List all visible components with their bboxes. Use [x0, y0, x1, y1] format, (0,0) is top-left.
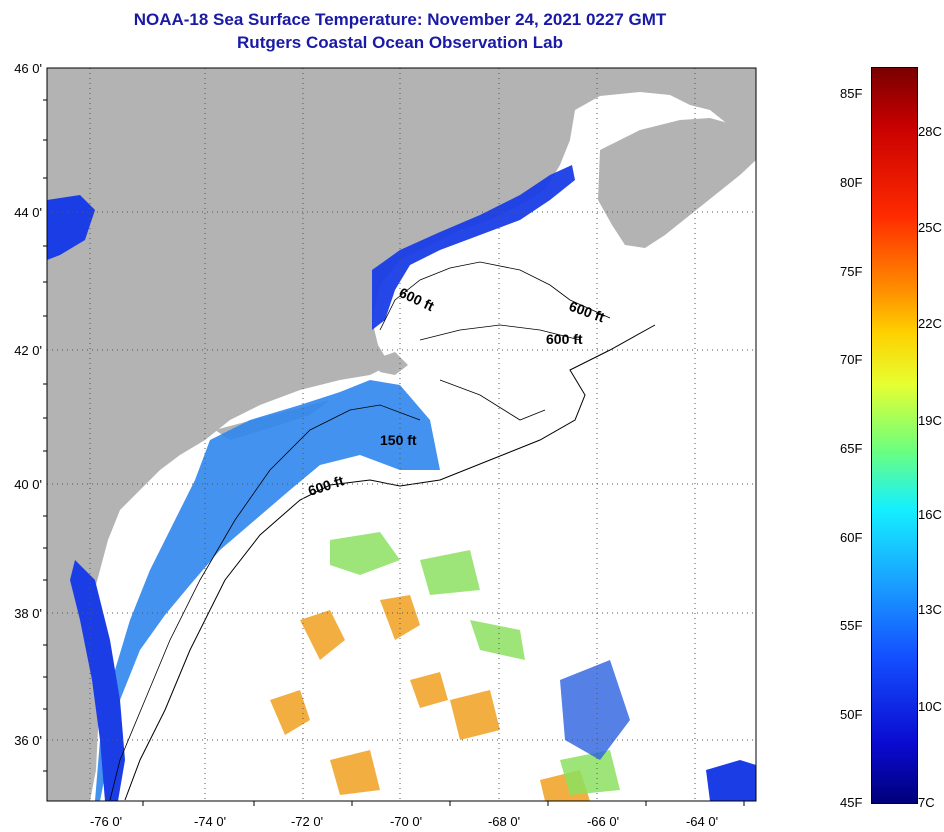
- colorbar-f-label: 75F: [840, 264, 863, 279]
- land-nova-scotia: [598, 118, 756, 248]
- lat-tick-label: 44 0': [14, 205, 42, 220]
- colorbar-f-label: 60F: [840, 530, 863, 545]
- sst-warm-patches: [270, 595, 590, 801]
- map-subtitle: Rutgers Coastal Ocean Observation Lab: [237, 33, 563, 52]
- land-us-mainland: [47, 68, 756, 801]
- lon-tick-label: -72 0': [291, 814, 323, 829]
- contour-label: 600 ft: [546, 331, 583, 347]
- sst-east-patch: [706, 760, 756, 801]
- lon-tick-label: -66 0': [587, 814, 619, 829]
- lon-tick-label: -68 0': [488, 814, 520, 829]
- colorbar-c-label: 10C: [918, 699, 942, 714]
- lon-tick-label: -64 0': [686, 814, 718, 829]
- colorbar-f-label: 70F: [840, 352, 863, 367]
- colorbar-c-label: 22C: [918, 316, 942, 331]
- colorbar-f-label: 55F: [840, 618, 863, 633]
- contour-label: 150 ft: [380, 432, 417, 448]
- colorbar-f-label: 45F: [840, 795, 863, 810]
- contour-600ft: [124, 324, 656, 801]
- lon-tick-label: -70 0': [390, 814, 422, 829]
- temperature-colorbar: [871, 67, 918, 804]
- colorbar-c-label: 25C: [918, 220, 942, 235]
- lat-tick-label: 42 0': [14, 343, 42, 358]
- map-title: NOAA-18 Sea Surface Temperature: Novembe…: [133, 10, 667, 29]
- contour-gulf-of-maine: [379, 261, 611, 421]
- map-frame: [46, 67, 757, 802]
- sst-gulf-of-maine: [372, 165, 575, 330]
- lon-tick-label: -74 0': [194, 814, 226, 829]
- sst-shelf-band: [95, 380, 440, 801]
- lat-tick-label: 46 0': [14, 61, 42, 76]
- land-cape-cod: [372, 352, 408, 375]
- contour-150ft: [109, 404, 421, 801]
- lat-tick-label: 40 0': [14, 477, 42, 492]
- sst-south-blue: [560, 660, 630, 760]
- colorbar-f-label: 65F: [840, 441, 863, 456]
- colorbar-f-label: 80F: [840, 175, 863, 190]
- colorbar-c-label: 19C: [918, 413, 942, 428]
- colorbar-c-label: 16C: [918, 507, 942, 522]
- map-content: 600 ft 600 ft 600 ft 150 ft 600 ft: [47, 68, 756, 801]
- graticule: [47, 68, 756, 801]
- minor-ticks: [43, 99, 745, 806]
- lat-tick-label: 36 0': [14, 733, 42, 748]
- lat-tick-label: 38 0': [14, 606, 42, 621]
- colorbar-c-label: 28C: [918, 124, 942, 139]
- lon-tick-label: -76 0': [90, 814, 122, 829]
- colorbar-c-label: 13C: [918, 602, 942, 617]
- sst-green-patches: [330, 532, 620, 795]
- sst-quebec-patch: [47, 195, 95, 260]
- colorbar-c-label: 7C: [918, 795, 935, 810]
- sst-chesapeake: [70, 560, 125, 801]
- colorbar-f-label: 85F: [840, 86, 863, 101]
- colorbar-f-label: 50F: [840, 707, 863, 722]
